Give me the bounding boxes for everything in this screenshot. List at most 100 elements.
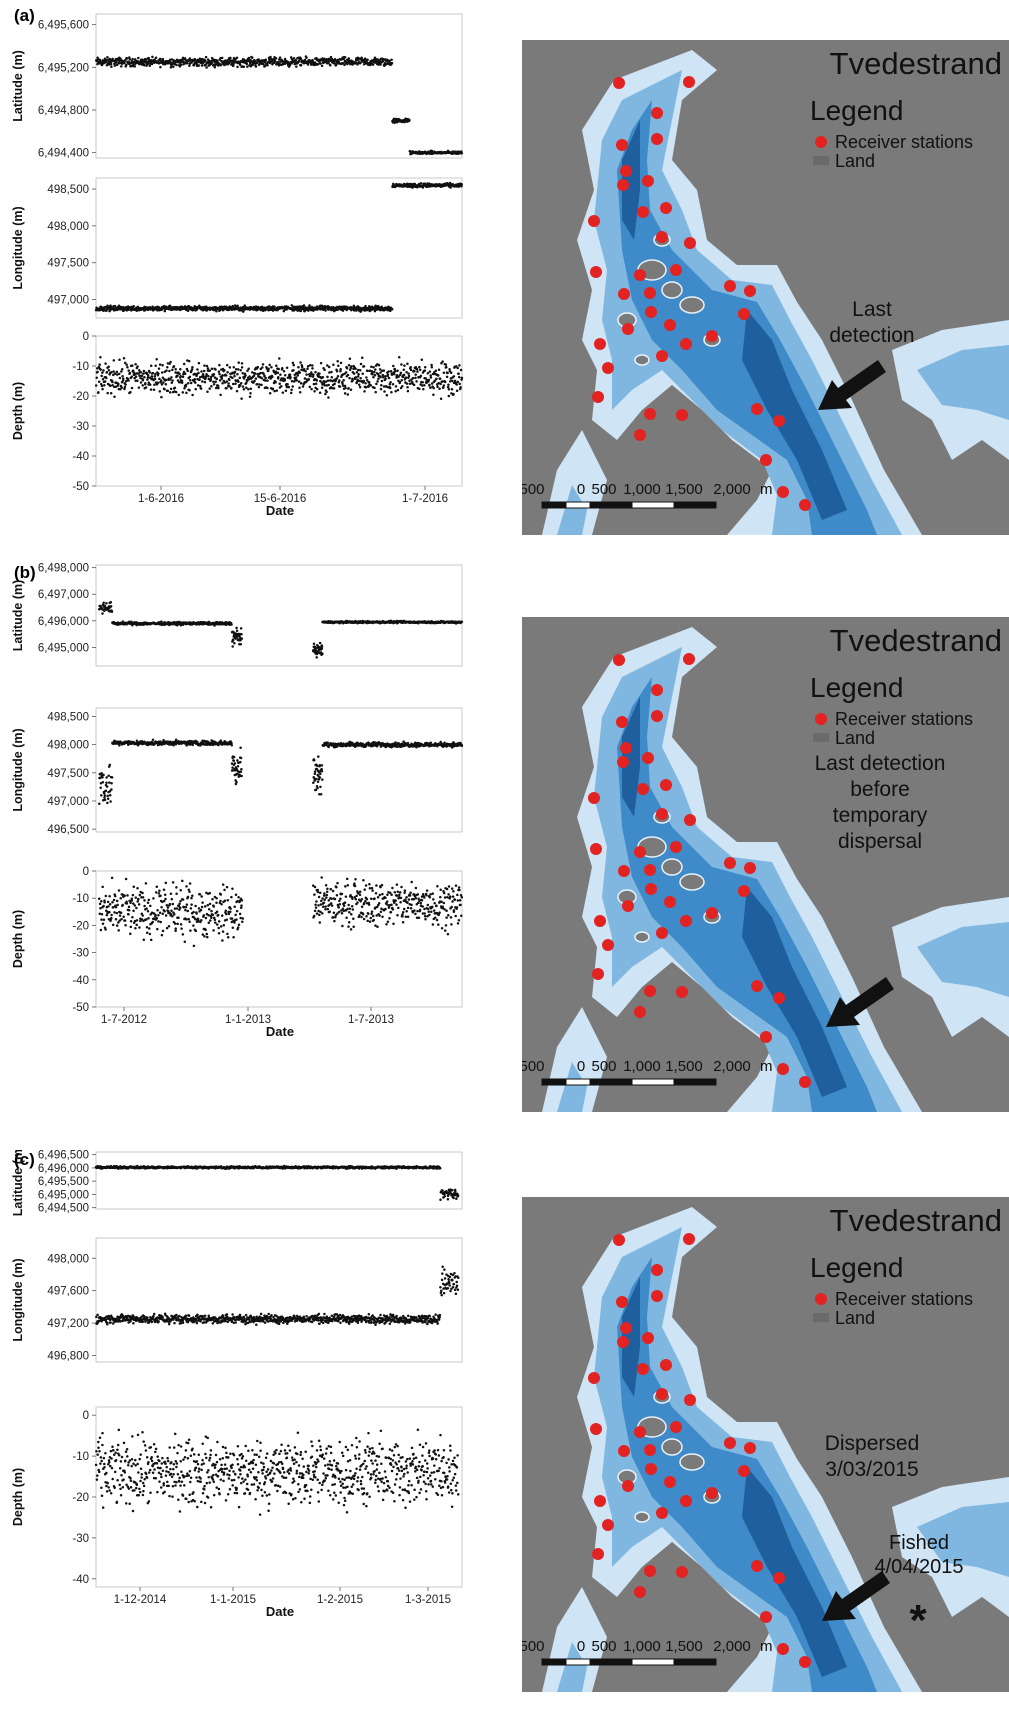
data-point	[230, 741, 233, 745]
data-point	[315, 777, 318, 781]
panel-label-a: (a)	[14, 6, 35, 25]
data-point	[110, 370, 113, 374]
data-point	[145, 925, 149, 929]
data-point	[283, 62, 287, 65]
data-point	[336, 903, 340, 907]
data-point	[120, 917, 123, 921]
data-point	[163, 893, 167, 897]
data-point	[157, 367, 161, 370]
data-point	[143, 375, 146, 379]
data-point	[315, 900, 318, 903]
data-point	[215, 901, 218, 904]
y-axis-label: Longitude (m)	[11, 728, 25, 811]
data-point	[275, 364, 278, 367]
data-point	[202, 914, 206, 917]
data-point	[247, 56, 251, 60]
data-point	[418, 368, 422, 371]
data-point	[188, 388, 191, 392]
data-point	[335, 377, 339, 380]
data-point	[222, 923, 226, 927]
data-point	[166, 365, 169, 369]
data-point	[236, 304, 239, 307]
data-point	[149, 388, 153, 391]
data-point	[105, 371, 109, 374]
data-point	[309, 375, 312, 378]
data-point	[137, 903, 141, 906]
data-point	[290, 379, 294, 383]
data-point	[351, 379, 354, 382]
data-point	[115, 899, 119, 903]
data-point	[342, 378, 345, 382]
data-point	[387, 370, 390, 373]
data-point	[378, 368, 382, 371]
data-point	[143, 64, 146, 67]
data-point	[207, 377, 211, 381]
data-point	[234, 913, 237, 917]
data-point	[431, 372, 435, 376]
data-point	[260, 376, 263, 380]
data-point	[137, 897, 140, 901]
data-point	[108, 763, 112, 767]
data-point	[327, 899, 331, 902]
data-point	[269, 55, 272, 59]
data-point	[225, 386, 228, 390]
data-point	[137, 368, 141, 372]
data-point	[170, 58, 174, 61]
data-point	[230, 917, 234, 920]
data-point	[458, 382, 461, 386]
data-point	[121, 374, 124, 378]
data-point	[205, 932, 209, 936]
data-point	[295, 65, 298, 68]
data-point	[291, 361, 295, 365]
data-point	[219, 739, 223, 742]
data-point	[328, 903, 331, 906]
data-point	[321, 652, 324, 656]
data-point	[211, 913, 215, 917]
data-point	[359, 362, 363, 366]
data-point	[144, 382, 147, 385]
data-point	[206, 390, 209, 393]
data-point	[326, 364, 329, 367]
data-point	[377, 377, 380, 381]
data-point	[344, 371, 348, 374]
data-point	[365, 376, 368, 379]
data-point	[101, 371, 104, 374]
data-point	[100, 913, 104, 916]
data-point	[455, 389, 459, 392]
data-point	[119, 57, 122, 60]
data-point	[360, 356, 364, 359]
data-point	[403, 120, 406, 124]
data-point	[218, 901, 222, 905]
data-point	[295, 379, 299, 382]
data-point	[231, 887, 234, 890]
data-point	[296, 374, 299, 377]
data-point	[406, 385, 409, 389]
data-point	[127, 909, 131, 912]
data-point	[123, 894, 126, 897]
data-point	[313, 909, 317, 913]
data-point	[379, 308, 383, 312]
data-point	[169, 61, 172, 64]
y-tick-label: 498,500	[47, 184, 89, 196]
plot-frame	[95, 335, 463, 487]
data-point	[263, 64, 267, 68]
data-point	[268, 363, 271, 367]
data-point	[399, 386, 403, 390]
data-point	[118, 919, 121, 922]
data-point	[320, 764, 324, 767]
data-point	[115, 924, 119, 927]
data-point	[357, 372, 360, 376]
data-point	[216, 384, 220, 387]
data-point	[185, 61, 189, 65]
data-point	[188, 57, 192, 60]
data-point	[356, 375, 360, 378]
data-point	[453, 379, 457, 383]
data-point	[107, 365, 110, 368]
data-point	[240, 397, 243, 400]
data-point	[424, 376, 427, 380]
data-point	[194, 387, 197, 391]
data-point	[236, 765, 240, 768]
data-point	[346, 373, 350, 377]
data-point	[384, 745, 388, 749]
data-point	[123, 387, 126, 391]
